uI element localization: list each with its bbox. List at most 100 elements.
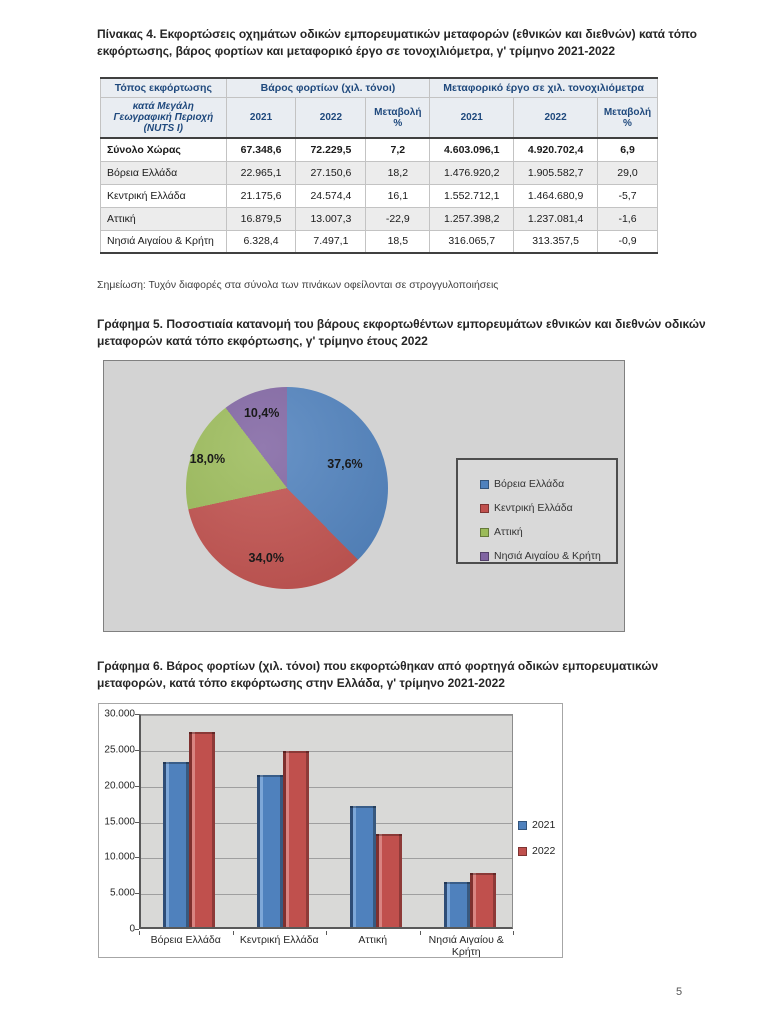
legend-swatch-icon — [480, 479, 489, 489]
header-subcol-3: 2021 — [429, 97, 515, 139]
gridline — [141, 715, 512, 716]
cell-r2-c3: 1.552.712,1 — [429, 183, 515, 208]
pie-slice-label-2: 18,0% — [189, 451, 226, 466]
pie-legend-item-0: Βόρεια Ελλάδα — [480, 472, 616, 496]
cell-r1-c2: 18,2 — [365, 160, 431, 185]
pie-legend-label: Αττική — [494, 526, 523, 538]
gridline — [141, 786, 512, 788]
header-subcol-5: Μεταβολή % — [597, 97, 658, 139]
table-row: Βόρεια Ελλάδα 22.965,1 27.150,6 18,2 1.476.9… — [100, 160, 658, 185]
cell-r4-c4: 313.357,5 — [513, 229, 598, 254]
cell-r1-c5: 29,0 — [597, 160, 658, 185]
pie-slice-label-1: 34,0% — [248, 550, 284, 565]
y-tick-label-2: 10.000 — [104, 851, 135, 863]
table-row: Αττική 16.879,5 13.007,3 -22,9 1.257.398,2 1.… — [100, 206, 658, 231]
legend-swatch-icon — [518, 846, 527, 856]
table-row: Νησιά Αιγαίου & Κρήτη 6.328,4 7.497,1 18,5 3… — [100, 229, 658, 254]
cell-r1-c4: 1.905.582,7 — [513, 160, 598, 185]
legend-swatch-icon — [480, 527, 489, 537]
y-tick-label-6: 30.000 — [104, 708, 135, 720]
cell-r3-c2: -22,9 — [365, 206, 431, 231]
cell-r4-c2: 18,5 — [365, 229, 431, 254]
bar-2022-2 — [376, 833, 402, 927]
row-label: Σύνολο Χώρας — [100, 137, 227, 162]
y-tick-mark — [135, 893, 139, 895]
y-tick-mark — [135, 821, 139, 823]
header-subcol-1: 2022 — [295, 97, 367, 139]
header-nuts: κατά Μεγάλη Γεωγραφική Περιοχή (NUTS I) — [100, 97, 227, 139]
table-header: Τόπος εκφόρτωσης Βάρος φορτίων (χιλ. τόν… — [100, 77, 658, 139]
cell-r0-c0: 67.348,6 — [225, 137, 297, 162]
y-tick-mark — [135, 714, 139, 715]
category-label-3: Νησιά Αιγαίου & Κρήτη — [428, 934, 504, 958]
bar-chart-title: Γράφημα 6. Βάρος φορτίων (χιλ. τόνοι) πο… — [97, 659, 659, 691]
row-label: Αττική — [100, 206, 227, 231]
row-label: Νησιά Αιγαίου & Κρήτη — [100, 229, 227, 254]
cell-r1-c1: 27.150,6 — [295, 160, 367, 185]
y-tick-label-5: 25.000 — [104, 744, 135, 756]
cell-r3-c0: 16.879,5 — [225, 206, 297, 231]
legend-swatch-icon — [480, 503, 489, 513]
bar-legend-item-0: 2021 — [518, 812, 555, 838]
cell-r2-c0: 21.175,6 — [225, 183, 297, 208]
y-tick-label-0: 0 — [129, 923, 135, 935]
gridline — [141, 750, 512, 752]
pie-legend-label: Βόρεια Ελλάδα — [494, 478, 565, 490]
cell-r4-c3: 316.065,7 — [429, 229, 515, 254]
row-label: Βόρεια Ελλάδα — [100, 160, 227, 185]
y-tick-label-4: 20.000 — [104, 780, 135, 792]
cell-r3-c5: -1,6 — [597, 206, 658, 231]
cell-r4-c0: 6.328,4 — [225, 229, 297, 254]
category-label-1: Κεντρική Ελλάδα — [239, 934, 319, 946]
x-tick-mark — [326, 931, 327, 935]
category-label-2: Αττική — [358, 934, 388, 946]
y-tick-mark — [135, 785, 139, 787]
cell-r0-c4: 4.920.702,4 — [513, 137, 598, 162]
cell-r0-c3: 4.603.096,1 — [429, 137, 515, 162]
table-body: Σύνολο Χώρας 67.348,6 72.229,5 7,2 4.603.096… — [100, 137, 658, 254]
pie-legend-item-1: Κεντρική Ελλάδα — [480, 496, 616, 520]
cell-r2-c2: 16,1 — [365, 183, 431, 208]
freight-table: Τόπος εκφόρτωσης Βάρος φορτίων (χιλ. τόν… — [100, 77, 658, 254]
bar-2022-1 — [282, 750, 309, 927]
bar-chart-container: 0 5.000 10.000 15.000 20.000 25.000 30.000 Βόρ… — [98, 703, 563, 958]
cell-r0-c2: 7,2 — [365, 137, 431, 162]
bar-2022-0 — [189, 732, 215, 927]
bar-legend-label: 2022 — [532, 845, 556, 857]
page-number: 5 — [676, 986, 683, 998]
cell-r3-c4: 1.237.081,4 — [513, 206, 598, 231]
pie-legend-item-2: Αττική — [480, 520, 616, 544]
legend-swatch-icon — [518, 820, 527, 830]
x-tick-mark — [139, 931, 140, 935]
header-subcol-2: Μεταβολή % — [365, 97, 431, 139]
pie-legend-label: Κεντρική Ελλάδα — [494, 502, 573, 514]
pie-legend-label: Νησιά Αιγαίου & Κρήτη — [494, 550, 601, 562]
gridline — [141, 822, 512, 824]
header-group-tkm: Μεταφορικό έργο σε χιλ. τονοχιλιόμετρα — [429, 77, 658, 98]
table-row: Σύνολο Χώρας 67.348,6 72.229,5 7,2 4.603.096… — [100, 137, 658, 162]
table-header-row-sub: κατά Μεγάλη Γεωγραφική Περιοχή (NUTS I) … — [100, 97, 658, 139]
pie-slice-label-0: 37,6% — [327, 457, 363, 472]
header-group-weight: Βάρος φορτίων (χιλ. τόνοι) — [225, 77, 431, 98]
bar-2021-2 — [350, 806, 376, 927]
row-label: Κεντρική Ελλάδα — [100, 183, 227, 208]
cell-r3-c3: 1.257.398,2 — [429, 206, 515, 231]
x-tick-mark — [513, 931, 514, 935]
y-tick-mark — [135, 857, 139, 859]
cell-r4-c1: 7.497,1 — [295, 229, 367, 254]
pie-chart — [186, 387, 388, 589]
cell-r2-c5: -5,7 — [597, 183, 658, 208]
cell-r1-c0: 22.965,1 — [225, 160, 297, 185]
bar-legend-item-1: 2022 — [518, 838, 555, 864]
table-row: Κεντρική Ελλάδα 21.175,6 24.574,4 16,1 1.552… — [100, 183, 658, 208]
legend-swatch-icon — [480, 551, 489, 561]
table-title: Πίνακας 4. Εκφορτώσεις οχημάτων οδικών ε… — [97, 27, 697, 59]
bar-plot-area — [139, 714, 513, 929]
cell-r0-c1: 72.229,5 — [295, 137, 367, 162]
pie-legend-item-3: Νησιά Αιγαίου & Κρήτη — [480, 544, 616, 568]
pie-slice-label-3: 10,4% — [243, 406, 280, 421]
header-subcol-0: 2021 — [225, 97, 297, 139]
cell-r2-c4: 1.464.680,9 — [513, 183, 598, 208]
bar-legend: 2021 2022 — [518, 812, 555, 864]
